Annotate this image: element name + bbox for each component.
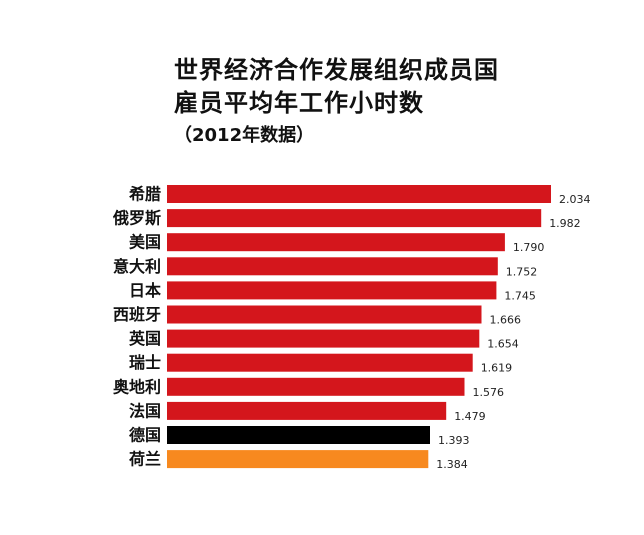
bar-5 (167, 305, 482, 324)
category-label-2: 美国 (129, 233, 161, 252)
bar-3 (167, 257, 498, 276)
category-label-9: 法国 (129, 401, 161, 420)
value-label-0: 2.034 (559, 193, 591, 206)
chart-subtitle: （2012年数据） (174, 125, 315, 146)
value-label-5: 1.666 (490, 314, 522, 327)
category-label-1: 俄罗斯 (112, 209, 161, 228)
bar-7 (167, 353, 473, 372)
bar-6 (167, 329, 480, 348)
value-label-8: 1.576 (473, 386, 505, 399)
value-label-10: 1.393 (438, 434, 470, 447)
value-label-2: 1.790 (513, 241, 545, 254)
category-label-7: 瑞士 (129, 353, 161, 372)
value-label-9: 1.479 (454, 410, 486, 423)
value-label-4: 1.745 (504, 289, 536, 302)
bar-9 (167, 401, 447, 420)
bar-0 (167, 185, 551, 203)
bar-10 (167, 426, 430, 444)
chart-title-line-2: 雇员平均年工作小时数 (174, 89, 424, 117)
bar-8 (167, 377, 465, 396)
category-label-0: 希腊 (129, 185, 161, 204)
bar-2 (167, 233, 505, 252)
chart-title: 世界经济合作发展组织成员国 雇员平均年工作小时数 (174, 54, 594, 120)
value-label-7: 1.619 (481, 362, 513, 375)
bar-1 (167, 209, 542, 228)
bar-11 (167, 450, 429, 469)
category-label-10: 德国 (129, 426, 161, 445)
value-label-6: 1.654 (487, 338, 519, 351)
category-label-5: 西班牙 (113, 305, 161, 324)
bar-4 (167, 281, 497, 300)
value-label-3: 1.752 (506, 265, 538, 278)
chart-title-line-1: 世界经济合作发展组织成员国 (174, 56, 499, 84)
value-label-1: 1.982 (549, 217, 581, 230)
category-label-8: 奥地利 (113, 377, 161, 396)
category-label-11: 荷兰 (129, 450, 161, 469)
category-label-6: 英国 (128, 329, 161, 348)
category-label-4: 日本 (129, 281, 161, 300)
category-label-3: 意大利 (113, 257, 161, 276)
value-label-11: 1.384 (436, 458, 468, 471)
